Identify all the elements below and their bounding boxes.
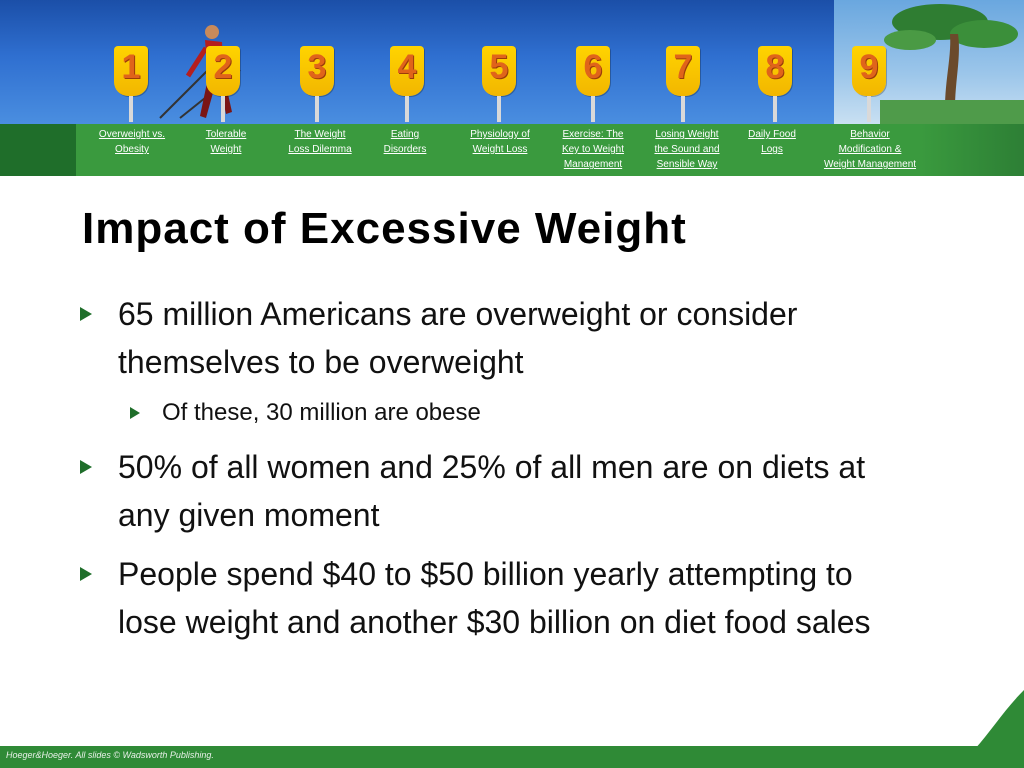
sign-post (129, 96, 133, 122)
sign-plate (114, 46, 148, 96)
chapter-1-sign[interactable]: 1 (114, 46, 148, 122)
nav-link-line: Management (563, 159, 623, 170)
nav-link-tolerable-weight[interactable]: Tolerable Weight (190, 127, 262, 157)
nav-link-line: Daily Food (748, 129, 796, 140)
chapter-3-sign[interactable]: 3 (300, 46, 334, 122)
chapter-5-sign[interactable]: 5 (482, 46, 516, 122)
sign-plate (206, 46, 240, 96)
nav-bar-left-accent (0, 124, 76, 176)
nav-link-exercise-key-to-weight-management[interactable]: Exercise: The Key to Weight Management (554, 127, 632, 172)
nav-bar-right-accent (920, 124, 1024, 176)
nav-link-line: Behavior (850, 129, 890, 140)
nav-link-line: Logs (761, 144, 783, 155)
bullet-item: 65 million Americans are overweight or c… (118, 296, 798, 380)
nav-link-line: the Sound and (654, 144, 720, 155)
sign-plate (576, 46, 610, 96)
bullet-item: 50% of all women and 25% of all men are … (118, 449, 866, 533)
sub-bullet-arrow-icon (130, 407, 140, 419)
sign-plate (666, 46, 700, 96)
sign-post (591, 96, 595, 122)
nav-link-line: Physiology of (470, 129, 530, 140)
sign-number: 5 (489, 48, 509, 86)
nav-link-line: Obesity (115, 144, 149, 155)
bullet-item: People spend $40 to $50 billion yearly a… (118, 556, 871, 640)
bullet-arrow-icon (80, 460, 92, 474)
sign-number: 4 (397, 48, 417, 86)
nav-link-behavior-modification[interactable]: Behavior Modification & Weight Managemen… (818, 127, 922, 172)
sign-post (221, 96, 225, 122)
sub-bullet-item: Of these, 30 million are obese (162, 399, 481, 426)
bullet-arrow-icon (80, 567, 92, 581)
sign-number: 1 (121, 48, 141, 86)
nav-link-line: Weight Loss (472, 144, 528, 155)
nav-link-line: Sensible Way (656, 159, 718, 170)
nav-link-daily-food-logs[interactable]: Daily Food Logs (740, 127, 804, 157)
nav-bar (0, 124, 1024, 176)
nav-link-eating-disorders[interactable]: Eating Disorders (374, 127, 436, 157)
sign-number: 2 (213, 48, 233, 86)
slide-title: Impact of Excessive Weight (82, 204, 687, 253)
sign-plate (390, 46, 424, 96)
sign-number: 3 (307, 48, 327, 86)
sign-post (773, 96, 777, 122)
sign-plate (852, 46, 886, 96)
nav-link-line: Weight (210, 144, 242, 155)
nav-link-line: Eating (390, 129, 420, 140)
sign-plate (300, 46, 334, 96)
chapter-9-sign[interactable]: 9 (852, 46, 886, 122)
nav-link-line: The Weight (294, 129, 346, 140)
sign-number: 8 (765, 48, 785, 86)
corner-swoosh-decoration (974, 690, 1024, 750)
nav-link-line: Losing Weight (655, 129, 719, 140)
sign-post (315, 96, 319, 122)
sign-plate (482, 46, 516, 96)
nav-link-line: Loss Dilemma (288, 144, 352, 155)
sign-post (405, 96, 409, 122)
header-banner: 1 2 3 4 5 6 7 8 9 Ove (0, 0, 1024, 176)
sign-post (497, 96, 501, 122)
bullet-arrow-icon (80, 307, 92, 321)
chapter-2-sign[interactable]: 2 (206, 46, 240, 122)
sign-plate (758, 46, 792, 96)
chapter-4-sign[interactable]: 4 (390, 46, 424, 122)
nav-link-line: Modification & (838, 144, 902, 155)
nav-link-line: Key to Weight (561, 144, 625, 155)
nav-link-line: Tolerable (205, 129, 247, 140)
nav-link-line: Exercise: The (562, 129, 624, 140)
footer-bar (0, 746, 1024, 768)
chapter-7-sign[interactable]: 7 (666, 46, 700, 122)
nav-link-line: Overweight vs. (98, 129, 166, 140)
sign-number: 7 (673, 48, 693, 86)
chapter-8-sign[interactable]: 8 (758, 46, 792, 122)
chapter-6-sign[interactable]: 6 (576, 46, 610, 122)
tree-image (880, 4, 1024, 124)
footer-copyright: Hoeger&Hoeger. All slides © Wadsworth Pu… (6, 750, 214, 760)
sign-post (681, 96, 685, 122)
sign-post (867, 96, 871, 122)
nav-link-line: Weight Management (823, 159, 917, 170)
nav-link-losing-weight-sound-sensible-way[interactable]: Losing Weight the Sound and Sensible Way (646, 127, 728, 172)
nav-link-overweight-vs-obesity[interactable]: Overweight vs. Obesity (88, 127, 176, 157)
sign-number: 9 (859, 48, 879, 86)
nav-link-physiology-of-weight-loss[interactable]: Physiology of Weight Loss (462, 127, 538, 157)
sign-number: 6 (583, 48, 603, 86)
nav-link-weight-loss-dilemma[interactable]: The Weight Loss Dilemma (280, 127, 360, 157)
nav-link-line: Disorders (383, 144, 427, 155)
